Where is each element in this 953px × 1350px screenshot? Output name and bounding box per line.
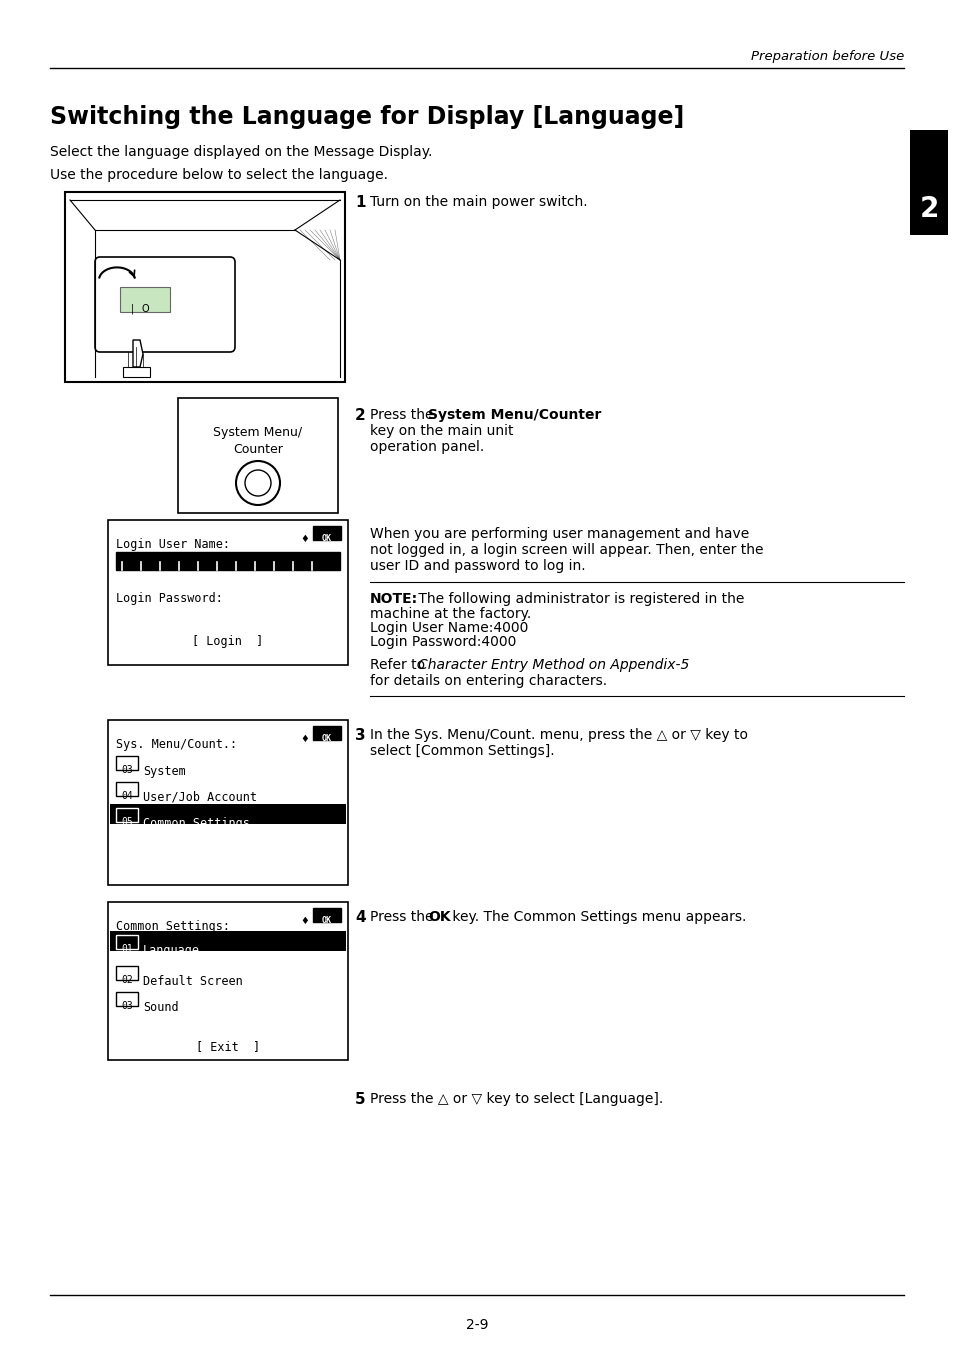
Text: ♦: ♦	[299, 917, 309, 926]
Text: Login User Name:: Login User Name:	[116, 539, 230, 551]
Text: Sys. Menu/Count.:: Sys. Menu/Count.:	[116, 738, 237, 751]
Text: 3: 3	[355, 728, 365, 743]
Bar	[116, 992, 138, 1006]
Text: Turn on the main power switch.: Turn on the main power switch.	[370, 194, 587, 209]
Text: Press the △ or ▽ key to select [Language].: Press the △ or ▽ key to select [Language…	[370, 1092, 662, 1106]
Text: 2: 2	[919, 194, 938, 223]
Text: System: System	[143, 765, 186, 778]
Text: Refer to: Refer to	[370, 657, 429, 672]
Text: for details on entering characters.: for details on entering characters.	[370, 674, 606, 688]
Text: Login User Name:4000: Login User Name:4000	[370, 621, 528, 634]
Text: 4: 4	[355, 910, 365, 925]
Text: OK: OK	[322, 917, 332, 925]
Text: 03: 03	[121, 1000, 132, 1011]
Text: O: O	[141, 304, 149, 315]
Bar	[110, 805, 346, 823]
Bar	[116, 782, 138, 796]
Bar	[116, 967, 138, 980]
Text: When you are performing user management and have: When you are performing user management …	[370, 526, 748, 541]
Text: operation panel.: operation panel.	[370, 440, 484, 454]
Text: Press the: Press the	[370, 408, 437, 423]
Bar	[178, 398, 337, 513]
Bar	[313, 909, 340, 922]
Bar	[120, 288, 170, 312]
Text: The following administrator is registered in the: The following administrator is registere…	[414, 593, 743, 606]
Text: OK: OK	[322, 535, 332, 543]
Bar	[108, 902, 348, 1060]
Text: Common Settings:: Common Settings:	[116, 919, 230, 933]
Text: Counter: Counter	[233, 443, 283, 456]
Bar	[909, 130, 947, 235]
Bar	[313, 526, 340, 540]
Polygon shape	[123, 367, 150, 377]
Text: key. The Common Settings menu appears.: key. The Common Settings menu appears.	[448, 910, 745, 923]
Bar	[108, 520, 348, 666]
Text: 1: 1	[355, 194, 365, 211]
Text: Preparation before Use: Preparation before Use	[750, 50, 903, 63]
Bar	[116, 809, 138, 822]
Text: 03: 03	[121, 765, 132, 775]
Text: Sound: Sound	[143, 1000, 178, 1014]
Text: OK: OK	[428, 910, 450, 923]
Bar	[116, 552, 339, 570]
Text: In the Sys. Menu/Count. menu, press the △ or ▽ key to: In the Sys. Menu/Count. menu, press the …	[370, 728, 747, 743]
Bar	[108, 720, 348, 886]
Text: 5: 5	[355, 1092, 365, 1107]
Text: NOTE:: NOTE:	[370, 593, 417, 606]
Bar	[313, 726, 340, 740]
Text: [ Exit  ]: [ Exit ]	[195, 1040, 260, 1053]
Text: Character Entry Method on Appendix-5: Character Entry Method on Appendix-5	[417, 657, 689, 672]
Text: OK: OK	[322, 734, 332, 743]
Text: select [Common Settings].: select [Common Settings].	[370, 744, 554, 757]
Circle shape	[245, 470, 271, 495]
Text: Login Password:4000: Login Password:4000	[370, 634, 516, 649]
Text: ♦: ♦	[299, 535, 309, 544]
Text: user ID and password to log in.: user ID and password to log in.	[370, 559, 585, 572]
Text: Select the language displayed on the Message Display.: Select the language displayed on the Mes…	[50, 144, 432, 159]
Text: Default Screen: Default Screen	[143, 975, 242, 988]
Text: ♦: ♦	[299, 734, 309, 744]
Text: Language: Language	[143, 944, 200, 957]
Text: 2: 2	[355, 408, 365, 423]
Text: 01: 01	[121, 944, 132, 954]
Text: User/Job Account: User/Job Account	[143, 791, 256, 805]
Bar	[116, 936, 138, 949]
Text: 04: 04	[121, 791, 132, 801]
Text: Login Password:: Login Password:	[116, 593, 223, 605]
Text: [ Login  ]: [ Login ]	[193, 634, 263, 648]
Text: Press the: Press the	[370, 910, 437, 923]
Text: System Menu/Counter: System Menu/Counter	[428, 408, 600, 423]
Bar	[110, 931, 346, 950]
Text: Common Settings: Common Settings	[143, 817, 250, 830]
FancyBboxPatch shape	[95, 256, 234, 352]
Text: System Menu/: System Menu/	[213, 427, 302, 439]
Text: key on the main unit: key on the main unit	[370, 424, 513, 437]
Circle shape	[235, 460, 280, 505]
Text: |: |	[131, 304, 133, 315]
Bar	[65, 192, 345, 382]
Text: 05: 05	[121, 817, 132, 828]
Text: 2-9: 2-9	[465, 1318, 488, 1332]
Text: Use the procedure below to select the language.: Use the procedure below to select the la…	[50, 167, 388, 182]
Polygon shape	[132, 340, 143, 367]
Text: not logged in, a login screen will appear. Then, enter the: not logged in, a login screen will appea…	[370, 543, 762, 558]
Text: machine at the factory.: machine at the factory.	[370, 608, 531, 621]
Text: Switching the Language for Display [Language]: Switching the Language for Display [Lang…	[50, 105, 683, 130]
Text: 02: 02	[121, 975, 132, 985]
Bar	[116, 756, 138, 770]
